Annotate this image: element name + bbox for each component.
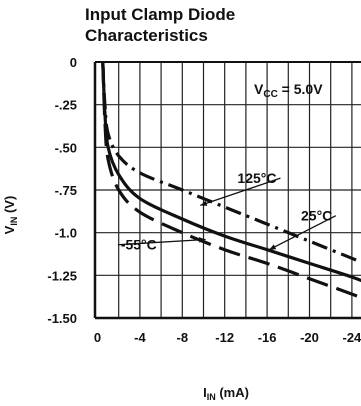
x-tick-label: 0 — [94, 330, 101, 345]
chart-curves — [101, 62, 361, 300]
chart-annotations: 125°C 25°C -55°C — [117, 170, 337, 253]
series-label-25c: 25°C — [301, 208, 332, 224]
leader-arrowhead — [200, 200, 208, 206]
series-line-55c — [101, 62, 361, 300]
y-tick-label: -.75 — [55, 183, 77, 198]
series-label-125c: 125°C — [237, 170, 276, 186]
leader-line — [200, 177, 281, 206]
y-tick-label: -1.0 — [55, 226, 77, 241]
series-label-55c: -55°C — [121, 237, 157, 253]
plot-frame — [93, 61, 361, 320]
chart-title-line-1: Input Clamp Diode — [85, 5, 236, 24]
x-axis-label: IIN (mA) — [203, 385, 249, 402]
x-tick-labels: 0 -4 -8 -12 -16 -20 -24 — [94, 330, 361, 345]
y-tick-label: 0 — [70, 55, 77, 70]
chart-title: Input Clamp Diode Characteristics — [85, 4, 235, 46]
leader-line — [117, 238, 206, 246]
x-tick-label: -20 — [300, 330, 319, 345]
y-tick-label: -1.25 — [47, 268, 77, 283]
y-axis-label: VIN (V) — [2, 196, 19, 235]
leader-line — [268, 215, 337, 251]
x-tick-label: -24 — [343, 330, 361, 345]
x-tick-label: -12 — [215, 330, 234, 345]
y-tick-label: -.25 — [55, 98, 77, 113]
vcc-annotation: VCC = 5.0V — [254, 81, 323, 100]
y-tick-labels: 0 -.25 -.50 -.75 -1.0 -1.25 -1.50 — [47, 55, 77, 326]
x-tick-label: -4 — [134, 330, 146, 345]
leader-arrowhead — [199, 237, 206, 243]
chart-title-line-2: Characteristics — [85, 26, 208, 45]
y-tick-label: -.50 — [55, 140, 77, 155]
y-tick-label: -1.50 — [47, 311, 77, 326]
x-tick-label: -16 — [258, 330, 277, 345]
leader-arrowhead — [269, 244, 277, 250]
chart-grid — [95, 62, 361, 318]
x-tick-label: -8 — [177, 330, 189, 345]
